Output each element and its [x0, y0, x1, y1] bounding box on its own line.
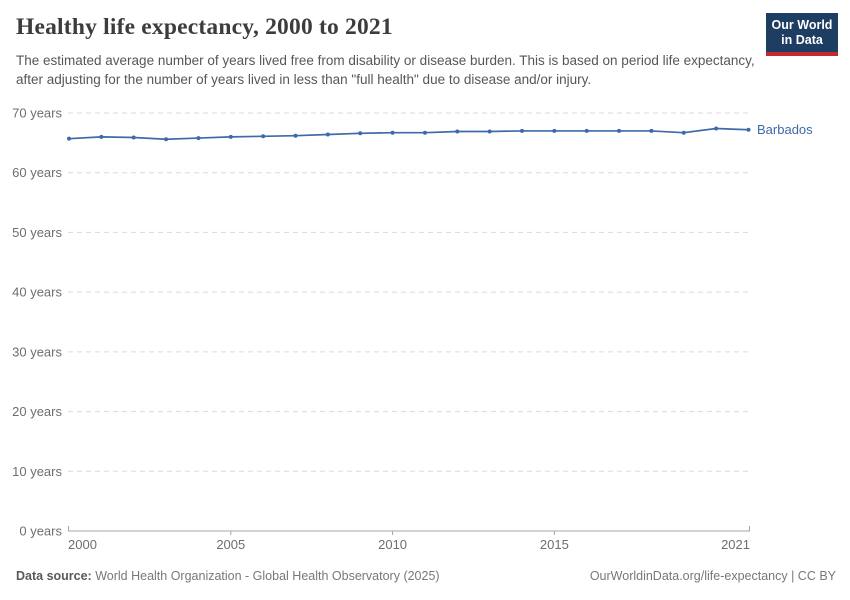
- chart-subtitle: The estimated average number of years li…: [16, 53, 755, 87]
- y-tick-label: 40 years: [12, 285, 62, 300]
- data-point[interactable]: [293, 133, 298, 138]
- data-point[interactable]: [617, 128, 622, 133]
- y-tick-label: 60 years: [12, 165, 62, 180]
- chart-canvas[interactable]: 0 years 10 years 20 years 30 years 40 years 5…: [0, 0, 850, 560]
- data-point[interactable]: [261, 134, 266, 139]
- data-point[interactable]: [131, 135, 136, 140]
- y-tick-label: 30 years: [12, 344, 62, 359]
- x-tick-label: 2010: [378, 537, 407, 552]
- series-line[interactable]: [68, 127, 750, 141]
- y-tick-label: 0 years: [19, 524, 62, 539]
- data-point[interactable]: [99, 134, 104, 139]
- x-tick-label: 2005: [216, 537, 245, 552]
- y-tick-label: 50 years: [12, 225, 62, 240]
- y-tick-label: 70 years: [12, 106, 62, 121]
- data-point[interactable]: [746, 127, 751, 132]
- data-point[interactable]: [228, 134, 233, 139]
- datasource: Data source: World Health Organization -…: [16, 569, 440, 583]
- data-point[interactable]: [681, 130, 686, 135]
- chart-footer: Data source: World Health Organization -…: [16, 569, 836, 583]
- data-point[interactable]: [422, 130, 427, 135]
- y-tick-label: 10 years: [12, 464, 62, 479]
- data-point[interactable]: [325, 132, 330, 137]
- data-point[interactable]: [584, 128, 589, 133]
- owid-logo[interactable]: Our World in Data: [766, 13, 838, 56]
- page-title: Healthy life expectancy, 2000 to 2021: [16, 14, 393, 40]
- y-tick-label: 20 years: [12, 404, 62, 419]
- owid-logo-line2: in Data: [781, 33, 823, 47]
- x-tick-label: 2000: [68, 537, 97, 552]
- x-tick-label: 2015: [540, 537, 569, 552]
- data-point[interactable]: [487, 129, 492, 134]
- owid-logo-line1: Our World: [771, 18, 833, 32]
- series-label: Barbados: [757, 122, 813, 137]
- datasource-value: World Health Organization - Global Healt…: [91, 569, 440, 583]
- footer-link[interactable]: OurWorldinData.org/life-expectancy | CC …: [589, 569, 836, 583]
- datasource-label: Data source:: [16, 569, 92, 583]
- data-point[interactable]: [164, 137, 169, 142]
- data-point[interactable]: [455, 129, 460, 134]
- data-point[interactable]: [552, 128, 557, 133]
- data-point[interactable]: [196, 136, 201, 141]
- data-point[interactable]: [714, 126, 719, 131]
- data-point[interactable]: [67, 136, 71, 141]
- data-point[interactable]: [520, 128, 524, 133]
- data-point[interactable]: [358, 131, 363, 136]
- data-point[interactable]: [649, 128, 654, 133]
- x-tick-label: 2021: [721, 537, 750, 552]
- data-point[interactable]: [390, 130, 395, 135]
